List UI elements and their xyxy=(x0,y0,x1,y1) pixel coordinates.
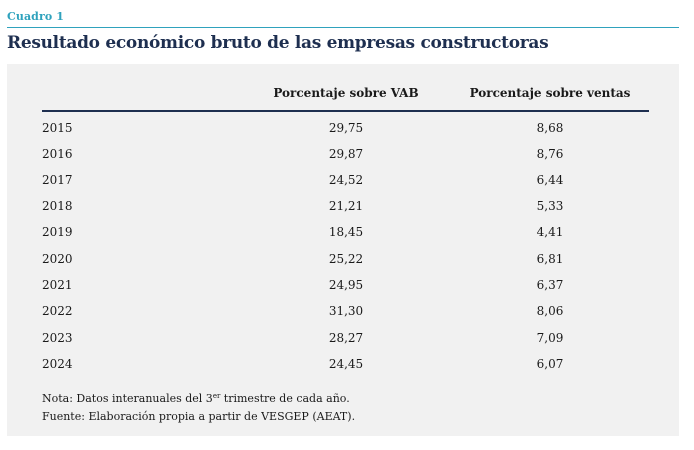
vab-cell: 24,45 xyxy=(328,357,364,371)
year-cell: 2023 xyxy=(42,331,73,345)
table-note: Nota: Datos interanuales del 3er trimest… xyxy=(42,392,350,405)
note-superscript: er xyxy=(212,392,221,400)
ventas-cell: 6,07 xyxy=(536,357,564,371)
table-label: Cuadro 1 xyxy=(7,10,64,23)
ventas-cell: 6,44 xyxy=(536,173,564,187)
year-cell: 2017 xyxy=(42,173,73,187)
table-row: 2022 31,30 8,06 xyxy=(42,304,649,324)
table-row: 2019 18,45 4,41 xyxy=(42,225,649,245)
table-row: 2021 24,95 6,37 xyxy=(42,278,649,298)
table-row: 2016 29,87 8,76 xyxy=(42,147,649,167)
vab-cell: 18,45 xyxy=(328,225,364,239)
vab-cell: 21,21 xyxy=(328,199,364,213)
table-panel xyxy=(7,64,679,436)
year-cell: 2021 xyxy=(42,278,73,292)
table-row: 2015 29,75 8,68 xyxy=(42,121,649,141)
year-cell: 2018 xyxy=(42,199,73,213)
vab-cell: 29,75 xyxy=(328,121,364,135)
vab-cell: 25,22 xyxy=(328,252,364,266)
ventas-cell: 8,76 xyxy=(536,147,564,161)
label-divider xyxy=(7,27,679,28)
ventas-cell: 5,33 xyxy=(536,199,564,213)
year-cell: 2016 xyxy=(42,147,73,161)
table-row: 2017 24,52 6,44 xyxy=(42,173,649,193)
header-divider xyxy=(42,110,649,112)
vab-cell: 28,27 xyxy=(328,331,364,345)
table-row: 2018 21,21 5,33 xyxy=(42,199,649,219)
table-row: 2020 25,22 6,81 xyxy=(42,252,649,272)
year-cell: 2020 xyxy=(42,252,73,266)
ventas-cell: 4,41 xyxy=(536,225,564,239)
year-cell: 2019 xyxy=(42,225,73,239)
table-row: 2024 24,45 6,07 xyxy=(42,357,649,377)
note-text: Nota: Datos interanuales del 3 xyxy=(42,392,213,405)
ventas-cell: 6,37 xyxy=(536,278,564,292)
ventas-cell: 6,81 xyxy=(536,252,564,266)
year-cell: 2015 xyxy=(42,121,73,135)
table-title: Resultado económico bruto de las empresa… xyxy=(7,33,549,53)
ventas-cell: 8,06 xyxy=(536,304,564,318)
column-header-ventas: Porcentaje sobre ventas xyxy=(469,86,631,100)
table-row: 2023 28,27 7,09 xyxy=(42,331,649,351)
vab-cell: 24,95 xyxy=(328,278,364,292)
year-cell: 2024 xyxy=(42,357,73,371)
column-header-vab: Porcentaje sobre VAB xyxy=(273,86,419,100)
note-text-end: trimestre de cada año. xyxy=(220,392,350,405)
year-cell: 2022 xyxy=(42,304,73,318)
ventas-cell: 8,68 xyxy=(536,121,564,135)
vab-cell: 31,30 xyxy=(328,304,364,318)
vab-cell: 29,87 xyxy=(328,147,364,161)
vab-cell: 24,52 xyxy=(328,173,364,187)
table-source: Fuente: Elaboración propia a partir de V… xyxy=(42,410,356,423)
ventas-cell: 7,09 xyxy=(536,331,564,345)
